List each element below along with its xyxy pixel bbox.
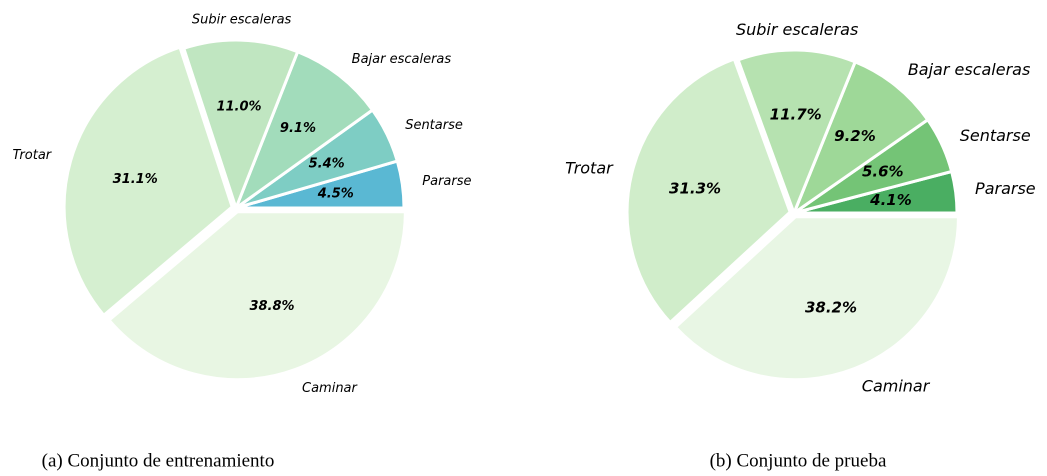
- category-label: Caminar: [302, 381, 359, 396]
- caption: (b) Conjunto de prueba: [710, 450, 887, 471]
- category-label: Trotar: [13, 148, 53, 163]
- category-label: Sentarse: [405, 118, 463, 133]
- category-label: Sentarse: [960, 126, 1031, 145]
- value-label: 11.0%: [216, 100, 261, 115]
- category-label: Pararse: [975, 179, 1036, 198]
- value-label: 9.1%: [280, 121, 316, 136]
- value-label: 4.5%: [317, 186, 354, 201]
- value-label: 11.7%: [770, 106, 822, 124]
- value-label: 31.3%: [669, 179, 721, 197]
- pie-slice: [62, 45, 234, 318]
- pie-slice: [736, 48, 858, 218]
- caption: (a) Conjunto de entrenamiento: [42, 450, 275, 471]
- category-label: Bajar escaleras: [908, 60, 1030, 79]
- category-label: Bajar escaleras: [352, 52, 452, 67]
- category-label: Pararse: [422, 174, 471, 189]
- pie-slice: [673, 215, 960, 382]
- category-label: Trotar: [565, 158, 614, 177]
- value-label: 4.1%: [869, 191, 912, 209]
- pie-slice: [625, 57, 792, 325]
- value-label: 9.2%: [834, 127, 876, 145]
- value-label: 38.2%: [805, 298, 857, 316]
- value-label: 5.6%: [862, 162, 904, 180]
- value-label: 5.4%: [309, 156, 345, 171]
- value-label: 31.1%: [113, 172, 158, 187]
- pie-slice: [790, 59, 930, 218]
- pie-slice: [181, 38, 300, 213]
- pie-slice: [232, 49, 375, 213]
- pie-slice: [106, 210, 407, 382]
- value-label: 38.8%: [249, 299, 294, 314]
- category-label: Caminar: [862, 376, 931, 395]
- category-label: Subir escaleras: [192, 12, 292, 27]
- category-label: Subir escaleras: [736, 20, 858, 39]
